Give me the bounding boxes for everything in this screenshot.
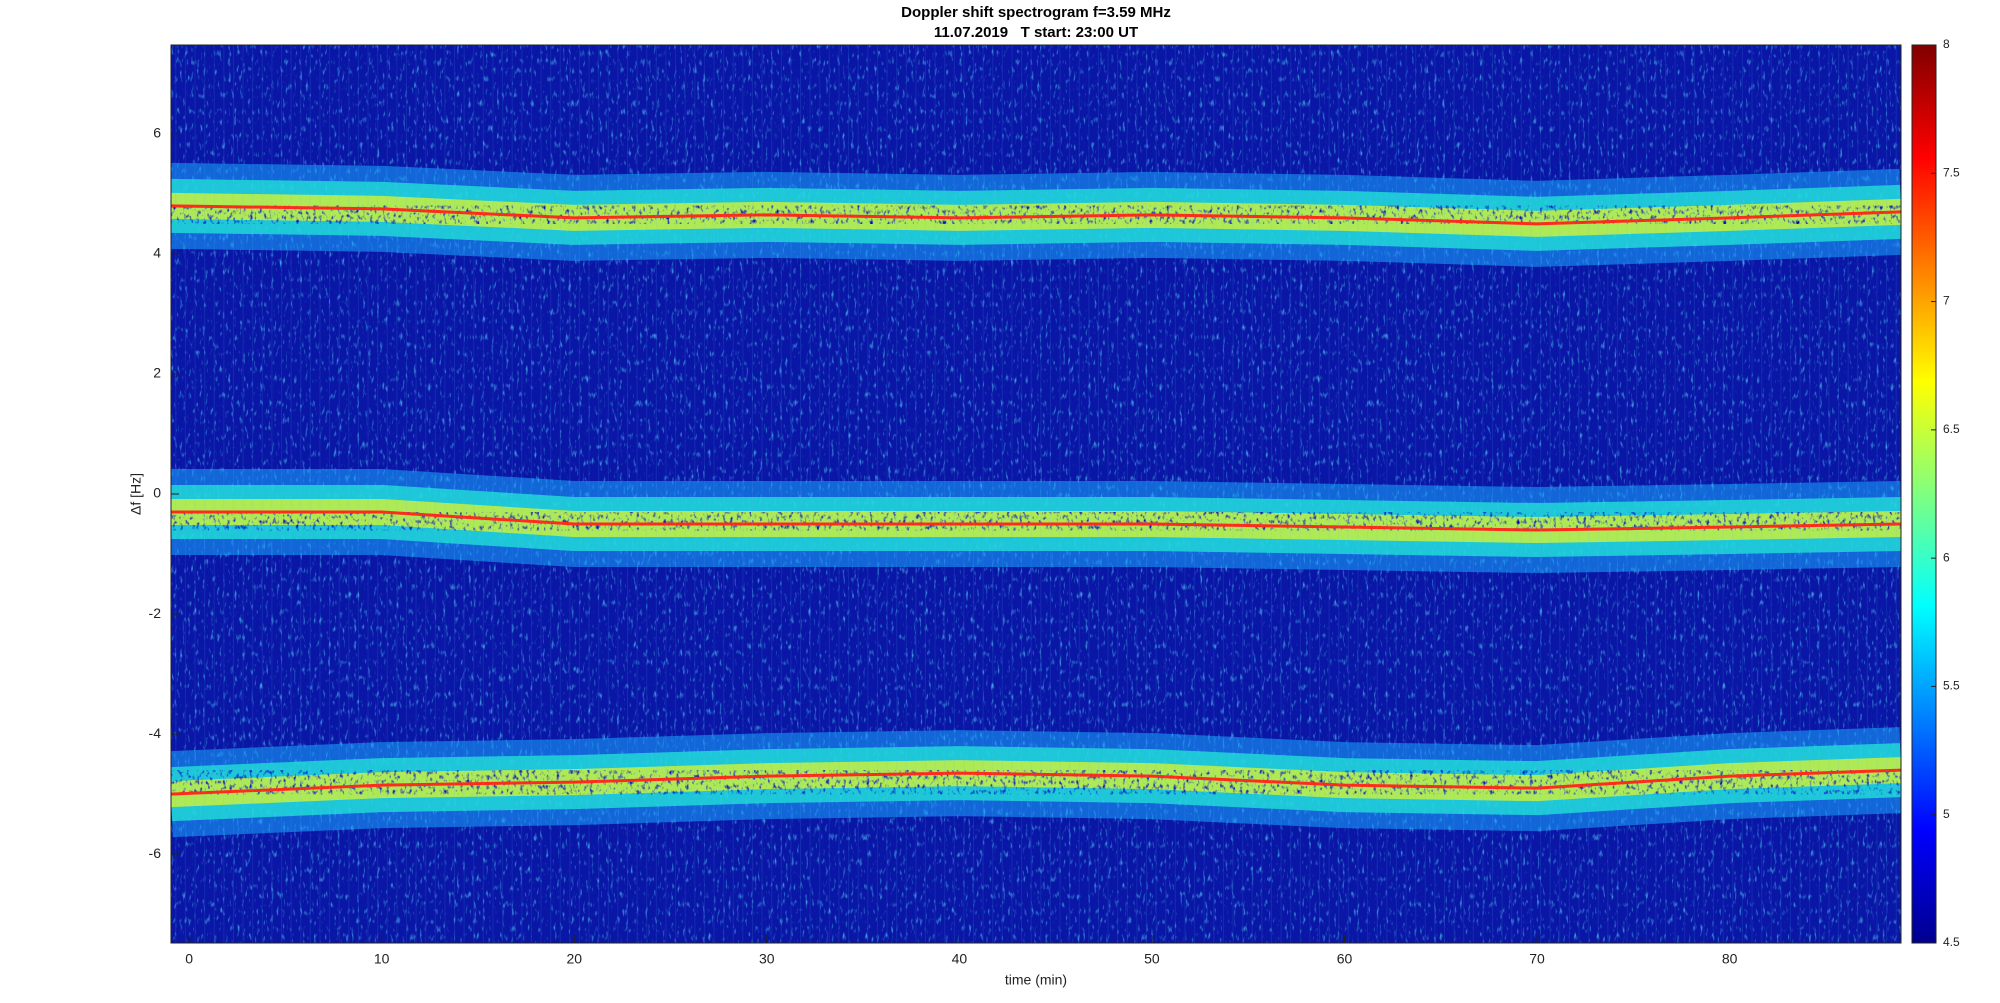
colorbar-tick-label: 6: [1943, 550, 1950, 564]
x-tick-label: 80: [1722, 951, 1738, 967]
y-tick-label: 6: [153, 125, 161, 141]
chart-title: Doppler shift spectrogram f=3.59 MHz: [901, 4, 1171, 21]
y-tick-label: 4: [153, 245, 161, 261]
colorbar-tick-label: 4.5: [1943, 935, 1960, 949]
x-axis-label: time (min): [1005, 972, 1067, 988]
chart-subtitle: 11.07.2019 T start: 23:00 UT: [934, 24, 1138, 41]
y-tick-label: 2: [153, 365, 161, 381]
x-tick-label: 30: [759, 951, 775, 967]
trace-line: [171, 204, 1901, 226]
plot-area: [171, 45, 1901, 943]
x-tick-label: 70: [1529, 951, 1545, 967]
colorbar-tick-label: 5: [1943, 807, 1950, 821]
x-tick-label: 20: [566, 951, 582, 967]
x-tick-label: 40: [952, 951, 968, 967]
y-tick-label: 0: [153, 485, 161, 501]
x-tick-label: 60: [1337, 951, 1353, 967]
trace-line: [171, 768, 1901, 796]
colorbar-tick-label: 5.5: [1943, 679, 1960, 693]
trace-line: [171, 510, 1901, 532]
y-axis-label: Δf [Hz]: [128, 473, 144, 515]
x-tick-label: 10: [374, 951, 390, 967]
bands: [171, 45, 1901, 943]
x-tick-label: 50: [1144, 951, 1160, 967]
y-tick-label: -6: [149, 845, 162, 861]
x-tick-label: 0: [185, 951, 193, 967]
y-tick-label: -4: [149, 725, 162, 741]
colorbar-tick-label: 6.5: [1943, 422, 1960, 436]
colorbar-tick-label: 7: [1943, 294, 1950, 308]
colorbar-tick-label: 8: [1943, 37, 1950, 51]
colorbar: [1911, 44, 1937, 944]
y-tick-label: -2: [149, 605, 162, 621]
colorbar-tick-label: 7.5: [1943, 165, 1960, 179]
